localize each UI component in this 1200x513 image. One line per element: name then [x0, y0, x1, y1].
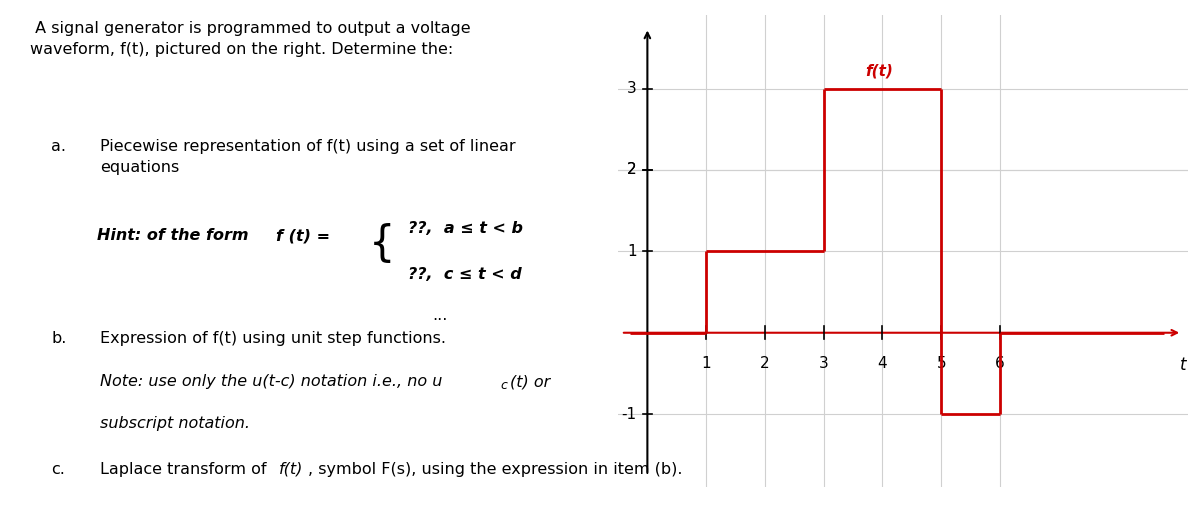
Text: subscript notation.: subscript notation.	[100, 416, 250, 430]
Text: Laplace transform of: Laplace transform of	[100, 462, 271, 477]
Text: c.: c.	[52, 462, 65, 477]
Text: 3: 3	[818, 356, 828, 370]
Text: 1: 1	[628, 244, 637, 259]
Text: ??,  a ≤ t < b: ??, a ≤ t < b	[408, 221, 523, 235]
Text: , symbol F(s), using the expression in item (b).: , symbol F(s), using the expression in i…	[307, 462, 683, 477]
Text: b.: b.	[52, 331, 67, 346]
Text: f(t): f(t)	[865, 64, 893, 79]
Text: Hint: of the form: Hint: of the form	[97, 228, 254, 243]
Text: ??,  c ≤ t < d: ??, c ≤ t < d	[408, 267, 522, 282]
Text: -1: -1	[622, 407, 637, 422]
Text: 1: 1	[701, 356, 710, 370]
Text: {: {	[368, 223, 395, 265]
Text: Note: use only the u(t-c) notation i.e., no u: Note: use only the u(t-c) notation i.e.,…	[100, 374, 443, 389]
Text: 4: 4	[877, 356, 887, 370]
Text: 2: 2	[628, 163, 637, 177]
Text: Piecewise representation of f(t) using a set of linear
equations: Piecewise representation of f(t) using a…	[100, 139, 516, 174]
Text: f (t) =: f (t) =	[276, 228, 335, 243]
Text: c: c	[500, 379, 508, 391]
Text: t: t	[1180, 356, 1187, 373]
Text: 2: 2	[760, 356, 769, 370]
Text: (t) or: (t) or	[510, 374, 551, 389]
Text: 3: 3	[628, 81, 637, 96]
Text: Expression of f(t) using unit step functions.: Expression of f(t) using unit step funct…	[100, 331, 446, 346]
Text: 5: 5	[936, 356, 946, 370]
Text: A signal generator is programmed to output a voltage
waveform, f(t), pictured on: A signal generator is programmed to outp…	[30, 21, 470, 56]
Text: f(t): f(t)	[278, 462, 304, 477]
Text: 2: 2	[628, 163, 637, 177]
Text: ...: ...	[432, 308, 448, 323]
Text: 6: 6	[995, 356, 1004, 370]
Text: a.: a.	[52, 139, 66, 153]
